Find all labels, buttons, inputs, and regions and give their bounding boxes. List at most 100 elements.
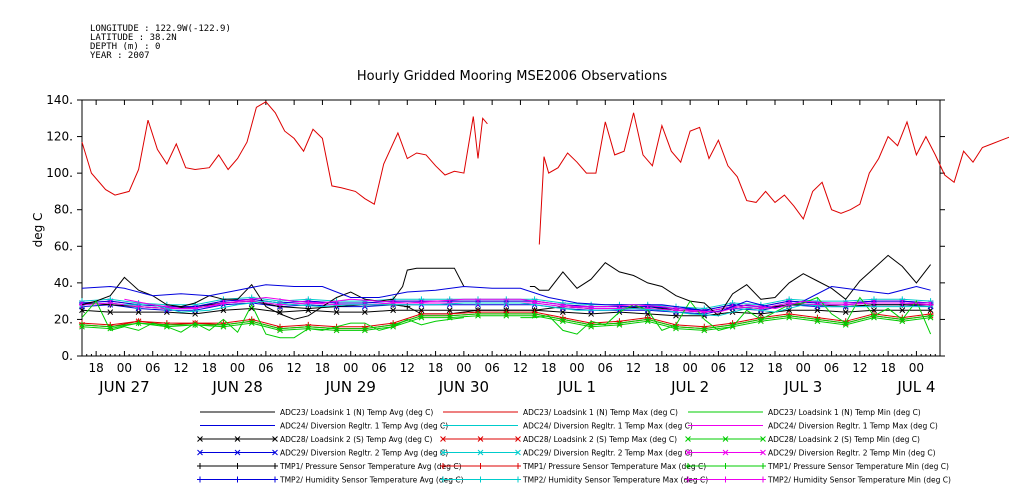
series-line bbox=[81, 101, 488, 205]
legend-label: TMP2/ Humidity Sensor Temperature Min (d… bbox=[767, 476, 951, 485]
y-tick-label: 100. bbox=[46, 166, 73, 180]
data-point bbox=[248, 318, 255, 325]
x-tick-label: 18 bbox=[881, 361, 896, 375]
x-tick-label: 12 bbox=[852, 361, 867, 375]
data-point bbox=[272, 476, 278, 483]
legend-entry: ADC24/ Diversion Regltr. 1 Temp Max (deg… bbox=[443, 422, 693, 431]
x-tick-label: 18 bbox=[541, 361, 556, 375]
data-point bbox=[685, 449, 691, 456]
data-point bbox=[814, 316, 821, 323]
legend-entry: ADC29/ Diversion Regltr. 2 Temp Avg (deg… bbox=[197, 449, 448, 458]
legend-label: ADC23/ Loadsink 1 (N) Temp Avg (deg C) bbox=[280, 408, 433, 417]
latitude-text: LATITUDE : 38.2N bbox=[90, 33, 177, 43]
legend-entry: TMP1/ Pressure Sensor Temperature Avg (d… bbox=[197, 462, 462, 471]
x-tick-label: 06 bbox=[485, 361, 500, 375]
x-tick-label: 00 bbox=[456, 361, 471, 375]
x-tick-label: 00 bbox=[117, 361, 132, 375]
legend-label: ADC28/ Loadsink 2 (S) Temp Avg (deg C) bbox=[280, 435, 433, 444]
y-axis-label: deg C bbox=[31, 213, 45, 248]
data-point bbox=[515, 476, 521, 483]
x-date-label: JUN 29 bbox=[324, 378, 375, 396]
data-point bbox=[192, 305, 199, 312]
y-tick-label: 60. bbox=[54, 239, 73, 253]
data-point bbox=[814, 301, 821, 308]
series-2 bbox=[81, 296, 932, 339]
x-tick-label: 18 bbox=[654, 361, 669, 375]
metadata-block: LONGITUDE : 122.9W(-122.9) LATITUDE : 38… bbox=[90, 24, 231, 61]
legend-label: TMP1/ Pressure Sensor Temperature Avg (d… bbox=[279, 462, 462, 471]
data-point bbox=[272, 463, 278, 469]
legend-entry: TMP1/ Pressure Sensor Temperature Min (d… bbox=[685, 462, 949, 471]
data-point bbox=[248, 305, 255, 312]
data-point bbox=[305, 305, 312, 312]
data-point bbox=[362, 309, 368, 315]
data-point bbox=[616, 305, 623, 312]
x-tick-label: 12 bbox=[173, 361, 188, 375]
legend-label: TMP2/ Humidity Sensor Temperature Avg (d… bbox=[279, 476, 464, 485]
data-point bbox=[390, 307, 396, 314]
data-point bbox=[446, 307, 453, 314]
data-point bbox=[760, 449, 766, 456]
data-point bbox=[440, 436, 446, 442]
legend-entry: ADC23/ Loadsink 1 (N) Temp Max (deg C) bbox=[443, 408, 678, 417]
data-point bbox=[685, 463, 691, 469]
data-point bbox=[197, 436, 203, 442]
x-axis: 18 00 06 12 18 00 06 12 18 00 06 12 18 00 06 12 18 00 06 12… bbox=[81, 100, 941, 396]
series-line bbox=[124, 300, 931, 317]
x-tick-label: 18 bbox=[202, 361, 217, 375]
legend-label: ADC23/ Loadsink 1 (N) Temp Max (deg C) bbox=[523, 408, 678, 417]
legend-entry: ADC28/ Loadsink 2 (S) Temp Min (deg C) bbox=[685, 435, 920, 444]
data-point bbox=[559, 316, 566, 323]
series-line bbox=[538, 112, 1009, 245]
x-tick-label: 06 bbox=[711, 361, 726, 375]
legend-entry: ADC28/ Loadsink 2 (S) Temp Avg (deg C) bbox=[197, 435, 433, 444]
data-point bbox=[760, 436, 766, 442]
longitude-text: LONGITUDE : 122.9W(-122.9) bbox=[90, 24, 231, 34]
x-date-label: JUN 28 bbox=[211, 378, 262, 396]
legend-label: ADC24/ Diversion Regltr. 1 Temp Avg (deg… bbox=[280, 422, 448, 431]
y-tick-label: 40. bbox=[54, 276, 73, 290]
data-point bbox=[305, 299, 312, 306]
x-date-label: JUN 30 bbox=[438, 378, 489, 396]
data-point bbox=[475, 310, 481, 317]
data-point bbox=[871, 307, 877, 314]
data-point bbox=[644, 316, 651, 323]
legend-label: TMP1/ Pressure Sensor Temperature Min (d… bbox=[767, 462, 949, 471]
series-layer bbox=[79, 101, 1009, 339]
x-tick-label: 00 bbox=[569, 361, 584, 375]
series-line bbox=[124, 296, 931, 313]
x-date-label: JUL 4 bbox=[896, 378, 935, 396]
data-point bbox=[722, 476, 729, 483]
x-tick-label: 18 bbox=[315, 361, 330, 375]
legend-entry: ADC24/ Diversion Regltr. 1 Temp Max (deg… bbox=[688, 422, 938, 431]
data-point bbox=[107, 309, 114, 315]
data-point bbox=[107, 299, 114, 306]
x-date-label: JUL 2 bbox=[670, 378, 709, 396]
data-point bbox=[234, 463, 241, 469]
data-point bbox=[531, 310, 538, 317]
x-tick-label: 12 bbox=[626, 361, 641, 375]
legend-entry: ADC24/ Diversion Regltr. 1 Temp Avg (deg… bbox=[200, 422, 448, 431]
year-text: YEAR : 2007 bbox=[90, 51, 150, 61]
series-line bbox=[81, 267, 465, 320]
legend-label: ADC29/ Diversion Regltr. 2 Temp Avg (deg… bbox=[280, 449, 448, 458]
legend-label: ADC28/ Loadsink 2 (S) Temp Min (deg C) bbox=[768, 435, 920, 444]
legend-entry: TMP2/ Humidity Sensor Temperature Avg (d… bbox=[197, 476, 464, 485]
data-point bbox=[418, 307, 425, 314]
y-tick-label: 120. bbox=[46, 130, 73, 144]
legend-label: ADC28/ Loadsink 2 (S) Temp Max (deg C) bbox=[523, 435, 677, 444]
data-point bbox=[616, 320, 623, 327]
data-point bbox=[722, 463, 729, 469]
data-point bbox=[760, 476, 766, 483]
data-point bbox=[277, 309, 283, 315]
x-tick-label: 06 bbox=[258, 361, 273, 375]
data-point bbox=[722, 449, 729, 456]
data-point bbox=[842, 309, 849, 315]
legend-entry: TMP1/ Pressure Sensor Temperature Max (d… bbox=[440, 462, 706, 471]
data-point bbox=[477, 449, 484, 456]
y-tick-label: 20. bbox=[54, 312, 73, 326]
x-tick-label: 12 bbox=[400, 361, 415, 375]
data-point bbox=[197, 476, 203, 483]
chart-title: Hourly Gridded Mooring MSE2006 Observati… bbox=[357, 69, 667, 84]
